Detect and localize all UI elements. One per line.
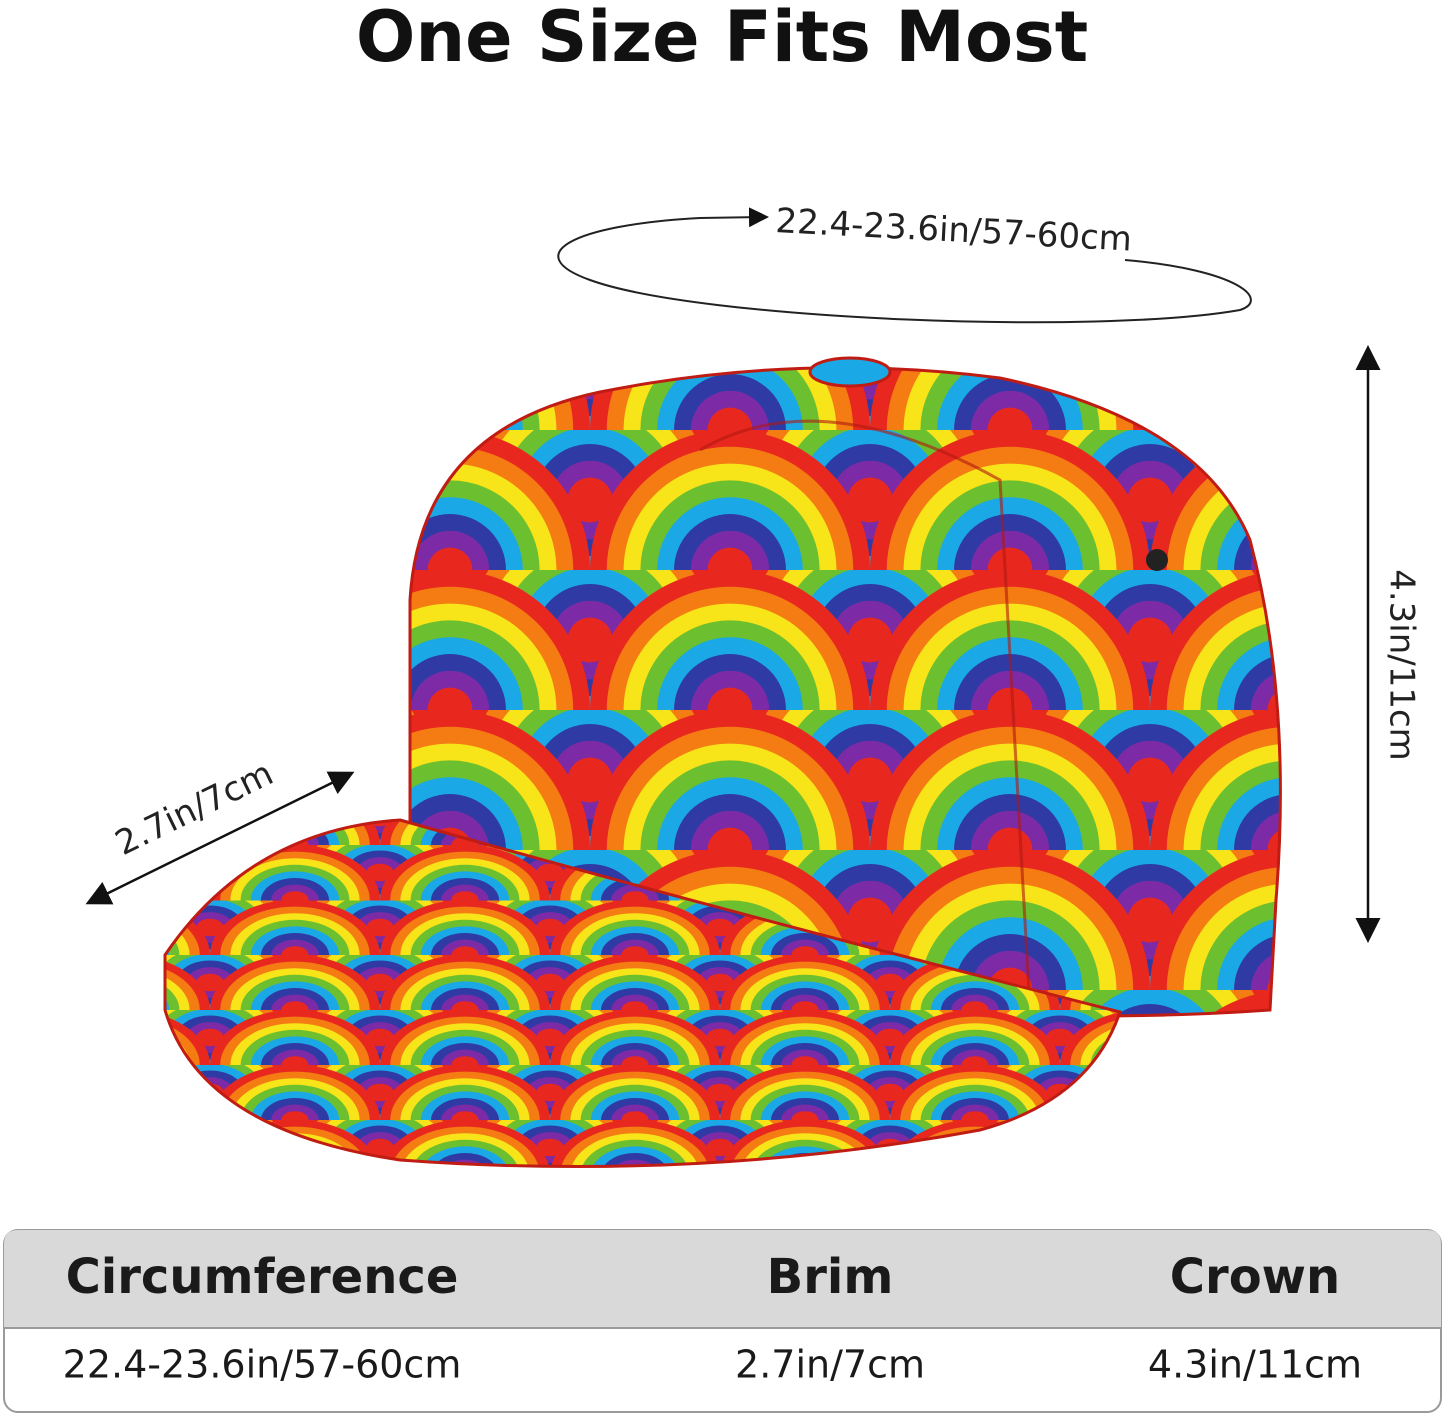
table-header: Crown bbox=[1170, 1249, 1340, 1305]
brim-label: 2.7in/7cm bbox=[109, 753, 279, 863]
hat bbox=[163, 356, 1282, 1169]
crown-label: 4.3in/11cm bbox=[1382, 569, 1422, 761]
table-cell: 4.3in/11cm bbox=[1148, 1343, 1362, 1387]
crown-annotation: 4.3in/11cm bbox=[1355, 345, 1422, 943]
table-cell: 22.4-23.6in/57-60cm bbox=[63, 1343, 462, 1387]
circumference-annotation: 22.4-23.6in/57-60cm bbox=[557, 201, 1252, 324]
circumference-label: 22.4-23.6in/57-60cm bbox=[775, 201, 1133, 260]
table-header: Circumference bbox=[66, 1249, 459, 1305]
size-table: Circumference Brim Crown 22.4-23.6in/57-… bbox=[3, 1229, 1442, 1413]
table-cell: 2.7in/7cm bbox=[735, 1343, 925, 1387]
table-header: Brim bbox=[767, 1249, 894, 1305]
title: One Size Fits Most bbox=[356, 0, 1088, 78]
